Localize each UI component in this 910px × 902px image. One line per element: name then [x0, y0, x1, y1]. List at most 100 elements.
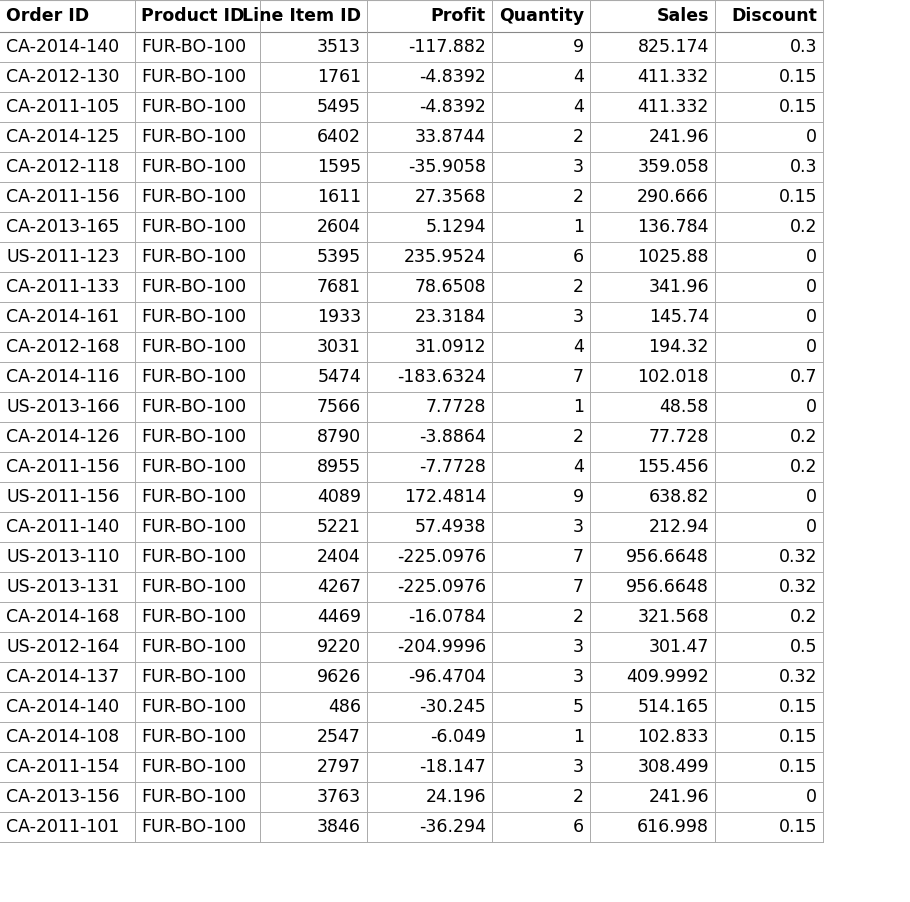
Text: Line Item ID: Line Item ID — [242, 7, 361, 25]
Text: Order ID: Order ID — [6, 7, 89, 25]
Text: FUR-BO-100: FUR-BO-100 — [141, 278, 246, 296]
Text: FUR-BO-100: FUR-BO-100 — [141, 338, 246, 356]
Text: 2: 2 — [573, 188, 584, 206]
Text: FUR-BO-100: FUR-BO-100 — [141, 518, 246, 536]
Text: 411.332: 411.332 — [638, 68, 709, 86]
Text: -4.8392: -4.8392 — [420, 68, 486, 86]
Text: -35.9058: -35.9058 — [408, 158, 486, 176]
Text: Product ID: Product ID — [141, 7, 245, 25]
Text: 825.174: 825.174 — [638, 38, 709, 56]
Bar — [0, 62, 823, 92]
Text: 3: 3 — [573, 518, 584, 536]
Text: 78.6508: 78.6508 — [414, 278, 486, 296]
Text: -36.294: -36.294 — [419, 818, 486, 836]
Text: 8790: 8790 — [317, 428, 361, 446]
Text: 7681: 7681 — [317, 278, 361, 296]
Text: 2: 2 — [573, 608, 584, 626]
Text: 486: 486 — [328, 698, 361, 716]
Text: 1: 1 — [573, 728, 584, 746]
Text: 956.6648: 956.6648 — [626, 578, 709, 596]
Text: 48.58: 48.58 — [660, 398, 709, 416]
Bar — [0, 122, 823, 152]
Text: 23.3184: 23.3184 — [415, 308, 486, 326]
Text: 3763: 3763 — [317, 788, 361, 806]
Bar — [0, 32, 823, 62]
Text: CA-2014-137: CA-2014-137 — [6, 668, 119, 686]
Text: 6: 6 — [573, 818, 584, 836]
Text: 514.165: 514.165 — [638, 698, 709, 716]
Text: 956.6648: 956.6648 — [626, 548, 709, 566]
Text: FUR-BO-100: FUR-BO-100 — [141, 578, 246, 596]
Text: US-2011-156: US-2011-156 — [6, 488, 119, 506]
Bar — [0, 362, 823, 392]
Text: CA-2014-140: CA-2014-140 — [6, 38, 119, 56]
Text: 308.499: 308.499 — [637, 758, 709, 776]
Text: CA-2013-156: CA-2013-156 — [6, 788, 119, 806]
Text: FUR-BO-100: FUR-BO-100 — [141, 428, 246, 446]
Text: FUR-BO-100: FUR-BO-100 — [141, 668, 246, 686]
Text: 6402: 6402 — [317, 128, 361, 146]
Text: -3.8864: -3.8864 — [420, 428, 486, 446]
Text: Sales: Sales — [656, 7, 709, 25]
Text: 7: 7 — [573, 548, 584, 566]
Text: 0.3: 0.3 — [790, 38, 817, 56]
Bar — [0, 152, 823, 182]
Text: 0.2: 0.2 — [790, 428, 817, 446]
Text: CA-2014-108: CA-2014-108 — [6, 728, 119, 746]
Text: FUR-BO-100: FUR-BO-100 — [141, 218, 246, 236]
Text: 4: 4 — [573, 68, 584, 86]
Text: 5221: 5221 — [317, 518, 361, 536]
Bar — [0, 512, 823, 542]
Text: Profit: Profit — [430, 7, 486, 25]
Text: 1933: 1933 — [317, 308, 361, 326]
Text: 0.15: 0.15 — [778, 68, 817, 86]
Text: 1611: 1611 — [317, 188, 361, 206]
Text: 409.9992: 409.9992 — [626, 668, 709, 686]
Text: FUR-BO-100: FUR-BO-100 — [141, 638, 246, 656]
Text: 0.32: 0.32 — [778, 668, 817, 686]
Bar — [0, 332, 823, 362]
Text: 3513: 3513 — [317, 38, 361, 56]
Text: 0: 0 — [806, 788, 817, 806]
Text: 0.7: 0.7 — [790, 368, 817, 386]
Text: -6.049: -6.049 — [430, 728, 486, 746]
Text: 1025.88: 1025.88 — [638, 248, 709, 266]
Text: -117.882: -117.882 — [408, 38, 486, 56]
Text: 145.74: 145.74 — [649, 308, 709, 326]
Text: -204.9996: -204.9996 — [397, 638, 486, 656]
Text: 5474: 5474 — [318, 368, 361, 386]
Bar — [0, 92, 823, 122]
Text: 1761: 1761 — [317, 68, 361, 86]
Text: US-2013-110: US-2013-110 — [6, 548, 119, 566]
Text: 3: 3 — [573, 158, 584, 176]
Text: CA-2011-154: CA-2011-154 — [6, 758, 119, 776]
Text: -96.4704: -96.4704 — [408, 668, 486, 686]
Bar — [0, 182, 823, 212]
Text: 5495: 5495 — [317, 98, 361, 116]
Text: 4469: 4469 — [317, 608, 361, 626]
Text: 0: 0 — [806, 488, 817, 506]
Text: US-2011-123: US-2011-123 — [6, 248, 119, 266]
Text: -183.6324: -183.6324 — [397, 368, 486, 386]
Text: 341.96: 341.96 — [648, 278, 709, 296]
Text: 0.15: 0.15 — [778, 188, 817, 206]
Text: 4: 4 — [573, 458, 584, 476]
Text: 0.2: 0.2 — [790, 608, 817, 626]
Text: 290.666: 290.666 — [637, 188, 709, 206]
Text: 2404: 2404 — [318, 548, 361, 566]
Text: 9: 9 — [573, 38, 584, 56]
Text: CA-2012-118: CA-2012-118 — [6, 158, 119, 176]
Text: 4: 4 — [573, 98, 584, 116]
Text: FUR-BO-100: FUR-BO-100 — [141, 98, 246, 116]
Text: 7566: 7566 — [317, 398, 361, 416]
Text: 0.15: 0.15 — [778, 758, 817, 776]
Text: 3: 3 — [573, 668, 584, 686]
Text: 7: 7 — [573, 578, 584, 596]
Text: 33.8744: 33.8744 — [415, 128, 486, 146]
Text: 31.0912: 31.0912 — [414, 338, 486, 356]
Bar — [0, 302, 823, 332]
Text: 7.7728: 7.7728 — [426, 398, 486, 416]
Bar — [0, 242, 823, 272]
Text: 194.32: 194.32 — [649, 338, 709, 356]
Text: 241.96: 241.96 — [648, 128, 709, 146]
